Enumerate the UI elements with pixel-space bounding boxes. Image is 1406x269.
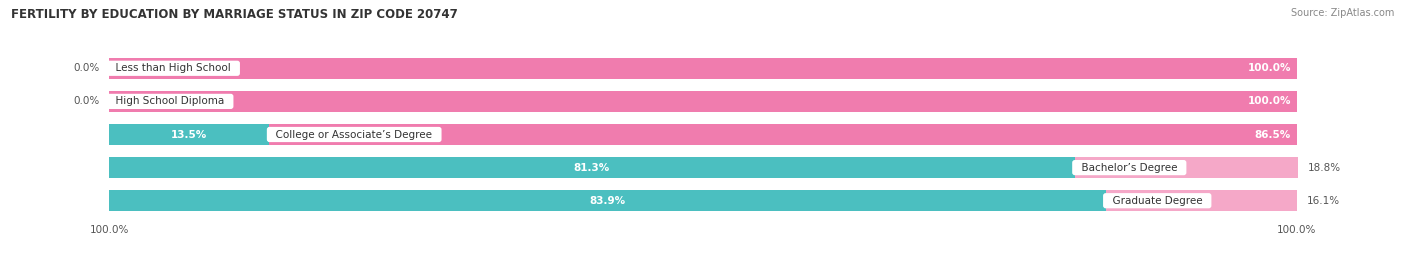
- Text: 16.1%: 16.1%: [1306, 196, 1340, 206]
- Text: 13.5%: 13.5%: [172, 129, 208, 140]
- Text: High School Diploma: High School Diploma: [110, 96, 231, 107]
- Text: 0.0%: 0.0%: [73, 96, 100, 107]
- Bar: [1074, 157, 1298, 178]
- Bar: [110, 58, 1296, 79]
- Bar: [270, 124, 1296, 145]
- Bar: [110, 190, 1105, 211]
- Bar: [110, 157, 1074, 178]
- Bar: [110, 190, 1296, 211]
- Text: Bachelor’s Degree: Bachelor’s Degree: [1074, 162, 1184, 173]
- Text: College or Associate’s Degree: College or Associate’s Degree: [270, 129, 439, 140]
- Text: 18.8%: 18.8%: [1308, 162, 1341, 173]
- Text: 100.0%: 100.0%: [1247, 63, 1291, 73]
- Text: Graduate Degree: Graduate Degree: [1105, 196, 1209, 206]
- Text: Source: ZipAtlas.com: Source: ZipAtlas.com: [1291, 8, 1395, 18]
- Bar: [1105, 190, 1296, 211]
- Text: 81.3%: 81.3%: [574, 162, 610, 173]
- Bar: [110, 91, 1296, 112]
- Text: 0.0%: 0.0%: [73, 63, 100, 73]
- Bar: [110, 124, 270, 145]
- Bar: [110, 157, 1296, 178]
- Text: FERTILITY BY EDUCATION BY MARRIAGE STATUS IN ZIP CODE 20747: FERTILITY BY EDUCATION BY MARRIAGE STATU…: [11, 8, 458, 21]
- Bar: [110, 124, 1296, 145]
- Bar: [110, 58, 1296, 79]
- Text: 83.9%: 83.9%: [589, 196, 626, 206]
- Text: 86.5%: 86.5%: [1254, 129, 1291, 140]
- Bar: [110, 91, 1296, 112]
- Text: Less than High School: Less than High School: [110, 63, 238, 73]
- Text: 100.0%: 100.0%: [1247, 96, 1291, 107]
